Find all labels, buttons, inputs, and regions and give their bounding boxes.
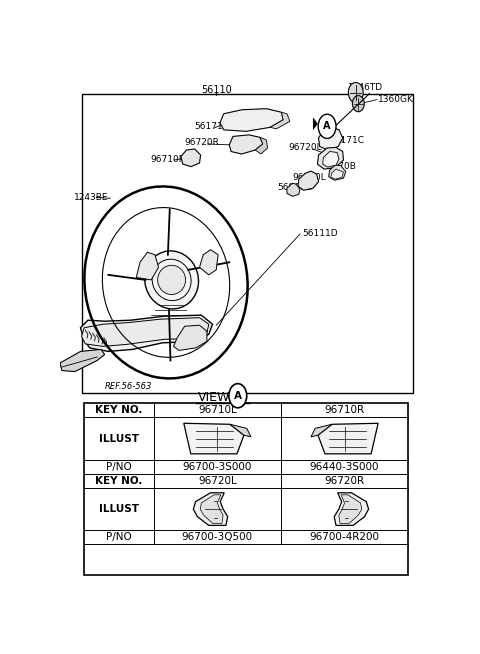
Text: 96700-4R200: 96700-4R200 — [310, 532, 380, 542]
Text: ILLUST: ILLUST — [99, 434, 139, 443]
Text: 96720R: 96720R — [184, 139, 219, 147]
Polygon shape — [318, 423, 378, 454]
Text: 96720L: 96720L — [198, 476, 237, 486]
Polygon shape — [317, 147, 344, 169]
Text: 96710L: 96710L — [292, 173, 326, 182]
Text: 96720R: 96720R — [324, 476, 365, 486]
Text: 96710R: 96710R — [150, 154, 185, 164]
Text: 56170B: 56170B — [322, 162, 357, 171]
Bar — [83, 94, 413, 393]
Text: 1360GK: 1360GK — [378, 95, 414, 104]
Text: 1243BE: 1243BE — [74, 193, 109, 202]
Text: ILLUST: ILLUST — [99, 504, 139, 514]
Polygon shape — [255, 137, 267, 154]
Circle shape — [352, 95, 364, 112]
Polygon shape — [319, 127, 343, 150]
Polygon shape — [287, 183, 300, 196]
Text: 96720L: 96720L — [288, 143, 323, 152]
Text: 56171C: 56171C — [329, 136, 364, 145]
Text: P/NO: P/NO — [106, 462, 132, 472]
Polygon shape — [229, 135, 263, 154]
Polygon shape — [334, 493, 369, 525]
Text: 96710R: 96710R — [324, 405, 365, 415]
Text: 56991C: 56991C — [277, 183, 312, 192]
Polygon shape — [298, 171, 319, 190]
Text: VIEW: VIEW — [198, 390, 230, 404]
Text: KEY NO.: KEY NO. — [96, 476, 143, 486]
Circle shape — [348, 82, 363, 103]
Polygon shape — [173, 325, 207, 351]
Ellipse shape — [157, 266, 186, 294]
Text: 96700-3Q500: 96700-3Q500 — [182, 532, 253, 542]
Polygon shape — [81, 315, 213, 351]
Polygon shape — [136, 252, 158, 280]
Polygon shape — [220, 109, 283, 131]
Text: 96700-3S000: 96700-3S000 — [183, 462, 252, 472]
Polygon shape — [181, 149, 201, 167]
Circle shape — [229, 384, 247, 408]
Text: 56111D: 56111D — [302, 229, 337, 238]
Text: 1346TD: 1346TD — [348, 83, 383, 92]
Ellipse shape — [144, 251, 199, 309]
Polygon shape — [270, 112, 290, 129]
Text: A: A — [324, 122, 331, 131]
Bar — [84, 404, 408, 574]
Text: 96440-3S000: 96440-3S000 — [310, 462, 379, 472]
Text: REF.56-563: REF.56-563 — [105, 382, 153, 391]
Polygon shape — [200, 495, 223, 523]
Polygon shape — [184, 423, 244, 454]
Text: 56110: 56110 — [201, 85, 232, 95]
Polygon shape — [323, 152, 339, 167]
Polygon shape — [331, 169, 344, 179]
Text: P/NO: P/NO — [106, 532, 132, 542]
Polygon shape — [60, 349, 105, 371]
Polygon shape — [200, 250, 218, 275]
Polygon shape — [193, 493, 228, 525]
Text: 96710L: 96710L — [198, 405, 237, 415]
Polygon shape — [230, 424, 251, 437]
Text: A: A — [234, 390, 242, 401]
Circle shape — [318, 114, 336, 139]
Polygon shape — [82, 318, 209, 347]
Polygon shape — [311, 424, 332, 437]
Polygon shape — [339, 495, 362, 523]
Text: 56171D: 56171D — [195, 122, 230, 131]
Text: KEY NO.: KEY NO. — [96, 405, 143, 415]
Polygon shape — [313, 117, 318, 130]
Polygon shape — [329, 165, 346, 181]
